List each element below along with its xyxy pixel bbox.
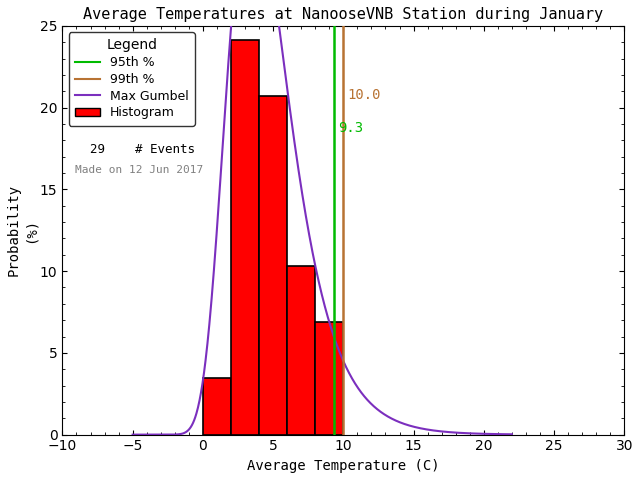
Bar	[287, 265, 316, 434]
Bar	[316, 322, 343, 434]
Bar	[203, 378, 231, 434]
X-axis label: Average Temperature (C): Average Temperature (C)	[247, 459, 440, 473]
Bar	[259, 96, 287, 434]
Legend: 95th %, 99th %, Max Gumbel, Histogram: 95th %, 99th %, Max Gumbel, Histogram	[68, 32, 195, 126]
Text: 9.3: 9.3	[338, 121, 363, 135]
Y-axis label: Probability
(%): Probability (%)	[7, 184, 37, 276]
Title: Average Temperatures at NanooseVNB Station during January: Average Temperatures at NanooseVNB Stati…	[83, 7, 604, 22]
Bar	[231, 40, 259, 434]
Text: Made on 12 Jun 2017: Made on 12 Jun 2017	[75, 165, 204, 175]
Text: 10.0: 10.0	[348, 88, 381, 102]
Text: 29    # Events: 29 # Events	[75, 143, 195, 156]
